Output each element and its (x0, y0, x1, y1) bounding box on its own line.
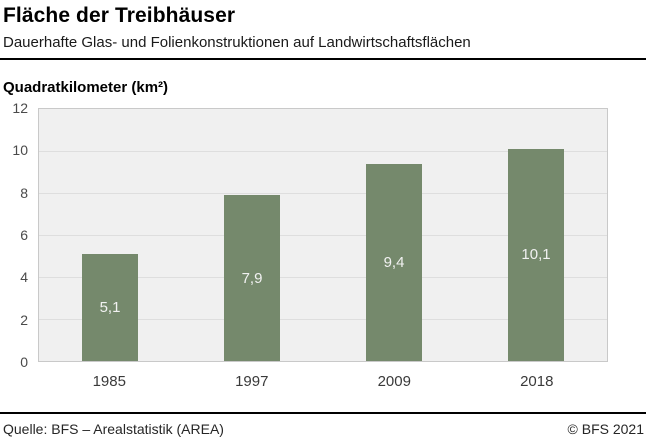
copyright-text: © BFS 2021 (567, 421, 644, 437)
plot-area: 5,1 7,9 9,4 10,1 (38, 108, 608, 362)
x-axis-tick-label: 2009 (377, 373, 411, 390)
y-axis-tick-label: 10 (12, 142, 28, 159)
gridline (39, 319, 607, 320)
x-axis: 1985 1997 2009 2018 (0, 372, 608, 391)
gridline (39, 193, 607, 194)
top-divider (0, 58, 646, 60)
y-axis: 0 2 4 6 8 10 12 (0, 101, 28, 369)
bar-value-label: 10,1 (521, 246, 551, 264)
bar-value-label: 9,4 (383, 253, 405, 271)
x-axis-tick-label: 1997 (235, 373, 269, 390)
bar-2018: 10,1 (508, 148, 564, 361)
y-axis-title: Quadratkilometer (km²) (3, 79, 169, 96)
source-text: Quelle: BFS – Arealstatistik (AREA) (3, 421, 224, 437)
x-axis-tick-label: 2018 (520, 373, 554, 390)
x-axis-spacer (0, 372, 38, 391)
y-axis-tick-label: 0 (20, 354, 28, 370)
bar-slot: 5,1 (39, 109, 181, 361)
bar-chart: 0 2 4 6 8 10 12 5,1 7,9 9,4 10,1 (0, 101, 608, 369)
bar-1997: 7,9 (224, 195, 280, 361)
gridline (39, 277, 607, 278)
gridline (39, 151, 607, 152)
bar-2009: 9,4 (366, 163, 422, 361)
bar-slot: 10,1 (465, 109, 607, 361)
page-subtitle: Dauerhafte Glas- und Folienkonstruktione… (3, 34, 471, 51)
bars-container: 5,1 7,9 9,4 10,1 (39, 109, 607, 361)
y-axis-tick-label: 8 (20, 184, 28, 201)
bar-value-label: 7,9 (241, 269, 263, 287)
bar-slot: 9,4 (323, 109, 465, 361)
x-axis-labels: 1985 1997 2009 2018 (38, 372, 608, 391)
bar-1985: 5,1 (82, 253, 138, 361)
bar-slot: 7,9 (181, 109, 323, 361)
gridline (39, 235, 607, 236)
y-axis-tick-label: 2 (20, 311, 28, 328)
bar-value-label: 5,1 (99, 298, 121, 316)
chart-header: Fläche der Treibhäuser Dauerhafte Glas- … (0, 3, 646, 52)
bottom-divider (0, 412, 646, 414)
chart-footer: Quelle: BFS – Arealstatistik (AREA) © BF… (0, 421, 646, 438)
y-axis-tick-label: 4 (20, 269, 28, 286)
y-axis-tick-label: 12 (12, 100, 28, 116)
x-axis-tick-label: 1985 (92, 373, 126, 390)
y-axis-tick-label: 6 (20, 227, 28, 243)
page-title: Fläche der Treibhäuser (3, 4, 236, 27)
